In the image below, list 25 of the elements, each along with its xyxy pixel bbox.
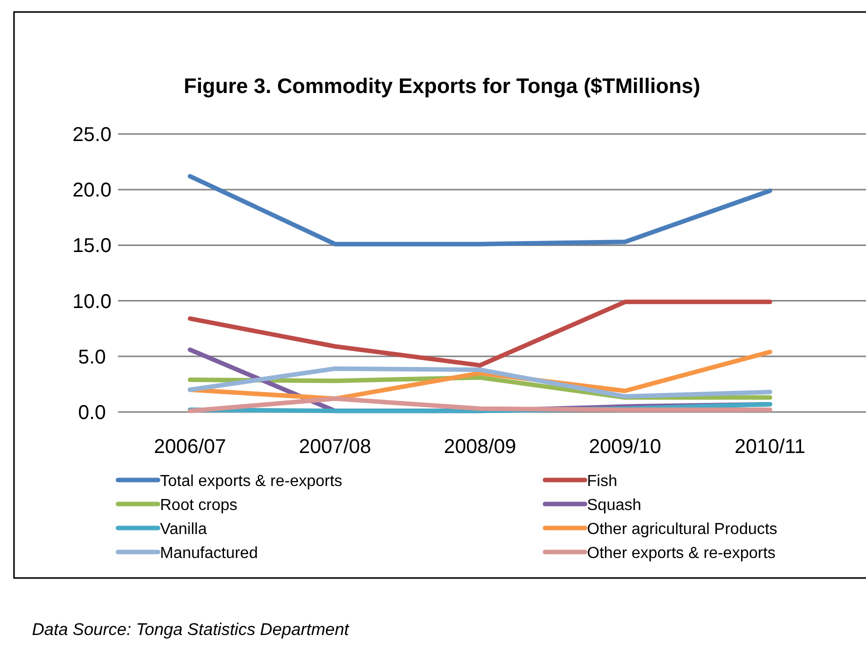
- line-series: [188, 300, 772, 368]
- y-tick-label: 25.0: [72, 124, 112, 146]
- y-tick-label: 10.0: [72, 290, 112, 313]
- legend-label: Fish: [587, 473, 618, 490]
- x-tick-label: 2008/09: [444, 436, 516, 458]
- legend-label: Vanilla: [160, 521, 207, 538]
- legend-label: Other exports & re-exports: [587, 545, 776, 562]
- x-tick-label: 2006/07: [154, 436, 226, 458]
- x-tick-label: 2009/10: [588, 436, 662, 458]
- legend-label: Root crops: [160, 497, 238, 514]
- x-tick-label: 2010/11: [734, 436, 806, 458]
- x-tick-label: 2007/08: [298, 436, 372, 458]
- line-series: [188, 396, 772, 414]
- source-note: Data Source: Tonga Statistics Department: [32, 620, 350, 639]
- line-series: [188, 366, 772, 399]
- legend-label: Total exports & re-exports: [160, 473, 342, 490]
- y-tick-label: 0.0: [78, 402, 106, 424]
- y-tick-label: 20.0: [72, 180, 112, 202]
- line-series: [188, 174, 772, 246]
- y-tick-label: 5.0: [78, 346, 106, 368]
- legend-label: Squash: [587, 497, 642, 514]
- legend-label: Manufactured: [160, 545, 258, 562]
- chart-title: Figure 3. Commodity Exports for Tonga ($TMillions): [184, 75, 700, 98]
- legend-label: Other agricultural Products: [587, 521, 778, 538]
- y-tick-label: 15.0: [72, 235, 112, 258]
